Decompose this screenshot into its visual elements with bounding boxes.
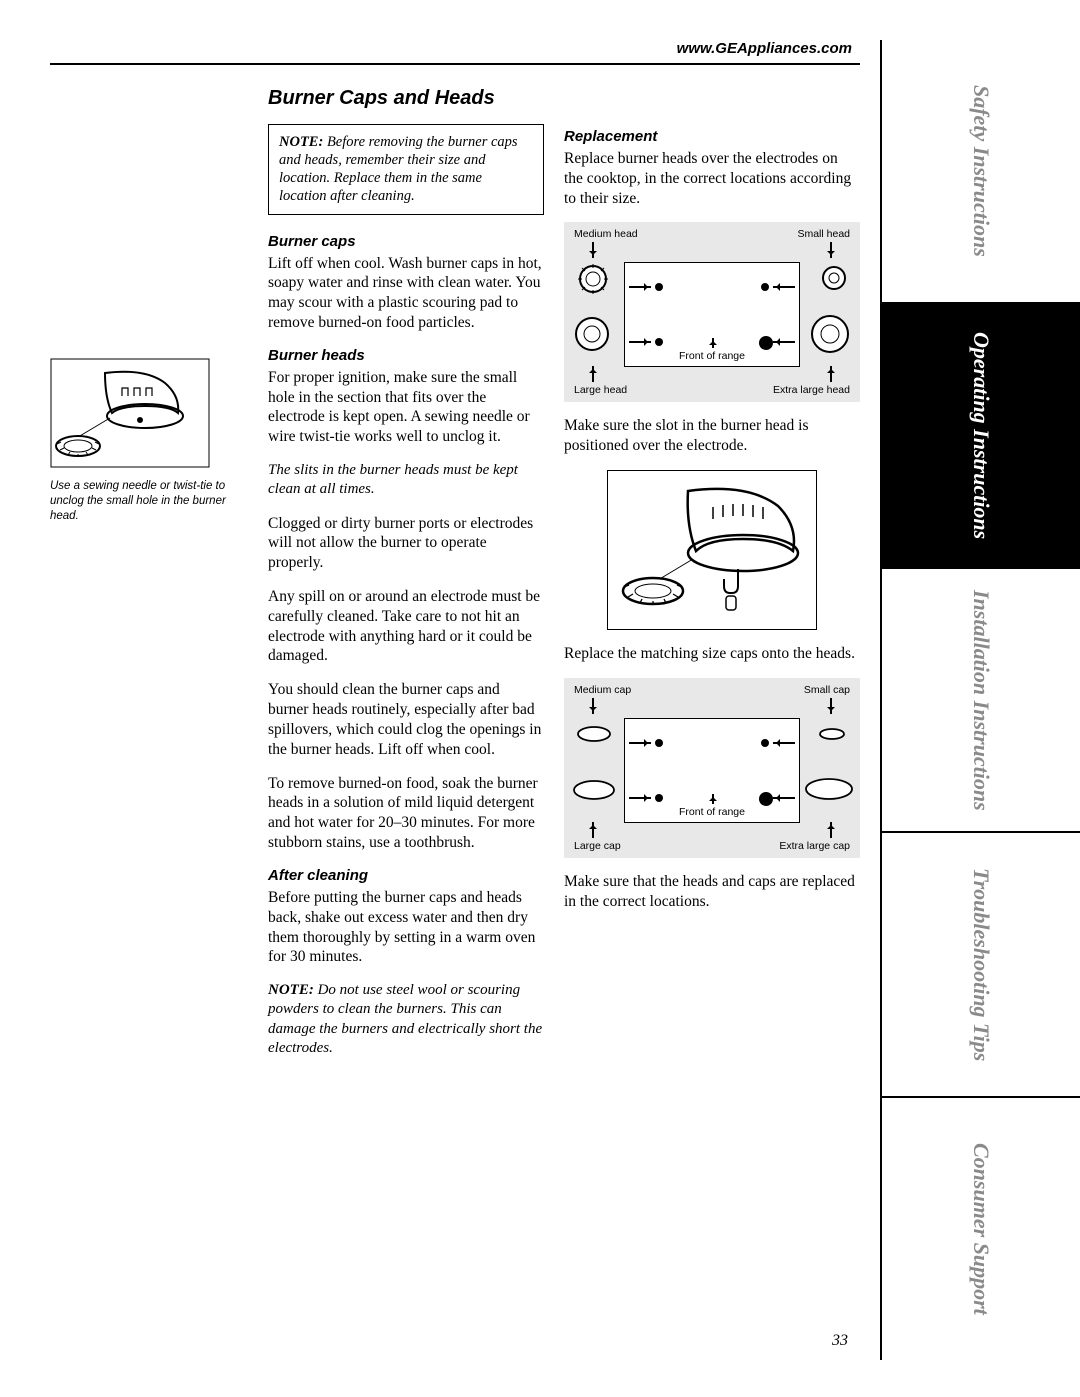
- burner-head-icon: [572, 314, 612, 354]
- lbl-small-head: Small head: [797, 228, 850, 240]
- burner-heads-p2: The slits in the burner heads must be ke…: [268, 461, 544, 499]
- burner-cap-icon: [576, 724, 612, 744]
- lbl-large-cap: Large cap: [574, 840, 621, 852]
- burner-cap-icon: [804, 776, 854, 802]
- header-rule: [50, 63, 860, 65]
- side-column: Use a sewing needle or twist-tie to uncl…: [50, 124, 268, 1072]
- burner-slot-illustration: [607, 470, 817, 630]
- burner-heads-p5: You should clean the burner caps and bur…: [268, 680, 544, 759]
- electrode-dot-icon: [761, 739, 769, 747]
- page-content: www.GEAppliances.com Burner Caps and Hea…: [50, 40, 860, 1360]
- electrode-dot-icon: [655, 283, 663, 291]
- arrow-up-icon: [592, 822, 594, 838]
- burner-heads-p3: Clogged or dirty burner ports or electro…: [268, 514, 544, 573]
- arrow-up-icon: [592, 366, 594, 382]
- replacement-p1: Replace burner heads over the electrodes…: [564, 149, 860, 208]
- tab-operating[interactable]: Operating Instructions: [882, 304, 1080, 568]
- burner-cap-icon: [572, 778, 616, 802]
- main-title: Burner Caps and Heads: [268, 87, 860, 110]
- arrow-up-icon: [712, 794, 714, 804]
- cooktop-outline: Front of range: [624, 718, 800, 823]
- burner-caps-p1: Lift off when cool. Wash burner caps in …: [268, 254, 544, 333]
- burner-heads-p1: For proper ignition, make sure the small…: [268, 368, 544, 447]
- lbl-medium-head: Medium head: [574, 228, 638, 240]
- lbl-front: Front of range: [679, 350, 745, 362]
- replacement-p3: Replace the matching size caps onto the …: [564, 644, 860, 664]
- electrode-dot-icon: [761, 283, 769, 291]
- burner-heads-p4: Any spill on or around an electrode must…: [268, 587, 544, 666]
- arrow-up-icon: [830, 366, 832, 382]
- arrow-down-icon: [592, 698, 594, 714]
- arrow-down-icon: [830, 698, 832, 714]
- heading-burner-caps: Burner caps: [268, 233, 544, 250]
- electrode-dot-icon: [759, 336, 773, 350]
- arrow-right-icon: [629, 742, 651, 744]
- heading-burner-heads: Burner heads: [268, 347, 544, 364]
- tab-safety[interactable]: Safety Instructions: [882, 40, 1080, 304]
- tab-consumer[interactable]: Consumer Support: [882, 1098, 1080, 1360]
- burner-head-illustration: Use a sewing needle or twist-tie to uncl…: [50, 358, 256, 524]
- side-caption: Use a sewing needle or twist-tie to uncl…: [50, 479, 256, 524]
- arrow-down-icon: [830, 242, 832, 258]
- diagram-burner-heads: Medium head Small head Large head Extra …: [564, 222, 860, 402]
- burner-head-icon: [576, 262, 610, 296]
- lbl-front: Front of range: [679, 806, 745, 818]
- lbl-small-cap: Small cap: [804, 684, 850, 696]
- header-url: www.GEAppliances.com: [50, 40, 860, 57]
- lbl-large-head: Large head: [574, 384, 627, 396]
- lbl-xl-head: Extra large head: [773, 384, 850, 396]
- right-column: Replacement Replace burner heads over th…: [564, 124, 860, 1072]
- burner-heads-p6: To remove burned-on food, soak the burne…: [268, 774, 544, 853]
- burner-head-icon: [808, 312, 852, 356]
- burner-slot-svg: [608, 471, 818, 631]
- electrode-dot-icon: [655, 794, 663, 802]
- heading-after-cleaning: After cleaning: [268, 867, 544, 884]
- page-number: 33: [832, 1332, 848, 1350]
- arrow-right-icon: [629, 341, 651, 343]
- cooktop-outline: Front of range: [624, 262, 800, 367]
- arrow-up-icon: [830, 822, 832, 838]
- after-note-label: NOTE:: [268, 982, 314, 998]
- arrow-up-icon: [712, 338, 714, 348]
- arrow-right-icon: [629, 797, 651, 799]
- side-tabs: Safety Instructions Operating Instructio…: [880, 40, 1080, 1360]
- diagram-burner-caps: Medium cap Small cap Large cap Extra lar…: [564, 678, 860, 858]
- after-cleaning-p1: Before putting the burner caps and heads…: [268, 888, 544, 967]
- columns: Use a sewing needle or twist-tie to uncl…: [50, 124, 860, 1072]
- replacement-p2: Make sure the slot in the burner head is…: [564, 416, 860, 456]
- arrow-left-icon: [773, 286, 795, 288]
- heading-replacement: Replacement: [564, 128, 860, 145]
- tab-troubleshooting[interactable]: Troubleshooting Tips: [882, 833, 1080, 1097]
- note-label: NOTE:: [279, 134, 323, 150]
- arrow-down-icon: [592, 242, 594, 258]
- arrow-left-icon: [773, 341, 795, 343]
- note-box: NOTE: Before removing the burner caps an…: [268, 124, 544, 215]
- electrode-dot-icon: [655, 338, 663, 346]
- after-cleaning-note: NOTE: Do not use steel wool or scouring …: [268, 981, 544, 1058]
- left-column: NOTE: Before removing the burner caps an…: [268, 124, 564, 1072]
- replacement-p4: Make sure that the heads and caps are re…: [564, 872, 860, 912]
- electrode-dot-icon: [759, 792, 773, 806]
- arrow-left-icon: [773, 742, 795, 744]
- arrow-right-icon: [629, 286, 651, 288]
- tab-installation[interactable]: Installation Instructions: [882, 569, 1080, 833]
- burner-cap-icon: [818, 726, 846, 742]
- lbl-xl-cap: Extra large cap: [779, 840, 850, 852]
- electrode-dot-icon: [655, 739, 663, 747]
- burner-head-icon: [820, 264, 848, 292]
- burner-detail-svg: [50, 358, 210, 468]
- arrow-left-icon: [773, 797, 795, 799]
- lbl-medium-cap: Medium cap: [574, 684, 631, 696]
